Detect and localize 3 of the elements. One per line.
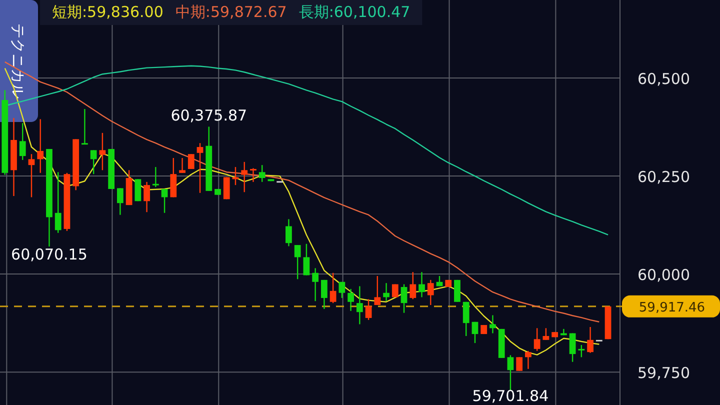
annotation: 59,701.84 (472, 387, 549, 405)
annotation: 60,375.87 (170, 106, 248, 125)
annotation: 60,070.15 (11, 246, 88, 264)
